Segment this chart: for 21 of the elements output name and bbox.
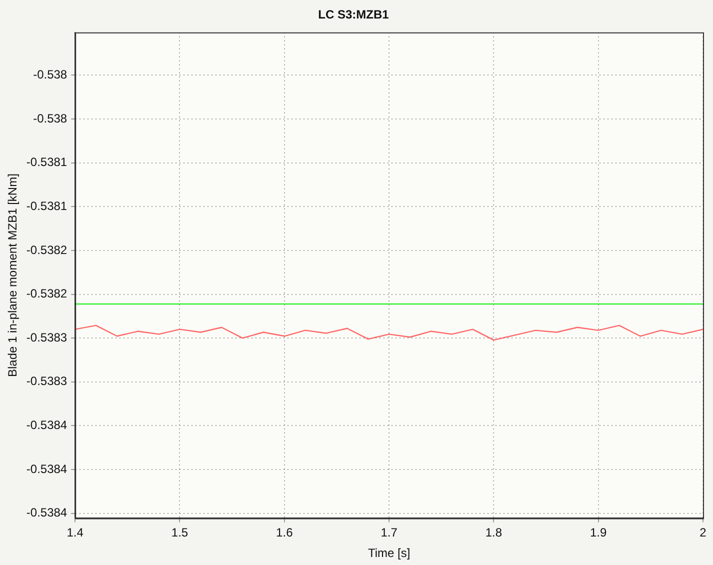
x-tick-label: 2 xyxy=(700,526,707,540)
x-tick-label: 1.7 xyxy=(380,526,398,540)
y-tick-label: -0.5383 xyxy=(26,330,68,344)
x-tick-label: 1.8 xyxy=(485,526,502,540)
x-tick-label: 1.5 xyxy=(171,526,188,540)
y-tick-label: -0.5383 xyxy=(26,374,68,388)
y-tick-label: -0.538 xyxy=(33,111,68,126)
x-tick-label: 1.9 xyxy=(590,526,608,540)
y-tick-label: -0.5384 xyxy=(26,418,68,432)
y-tick-label: -0.5384 xyxy=(26,506,68,520)
y-tick-label: -0.5384 xyxy=(26,462,68,476)
y-tick-label: -0.538 xyxy=(33,68,68,82)
y-axis-title: Blade 1 in-plane moment MZB1 [kNm] xyxy=(6,174,20,378)
y-tick-label: -0.5382 xyxy=(26,286,68,301)
y-tick-label: -0.5382 xyxy=(26,242,68,257)
x-tick-label: 1.4 xyxy=(66,526,84,540)
y-tick-label: -0.5381 xyxy=(26,198,68,213)
chart-title: LC S3:MZB1 xyxy=(318,8,390,22)
y-tick-label: -0.5381 xyxy=(26,155,68,170)
x-tick-label: 1.6 xyxy=(276,526,294,540)
x-axis-title: Time [s] xyxy=(368,546,410,560)
